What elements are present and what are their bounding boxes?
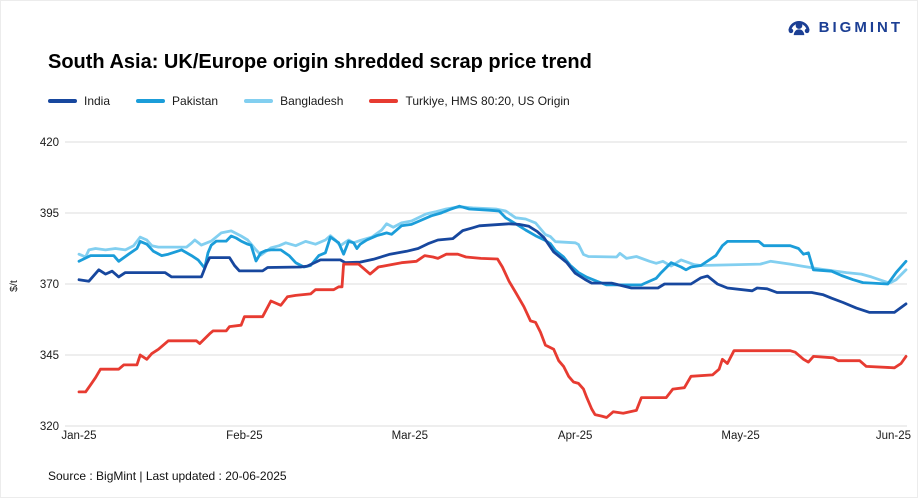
legend-swatch xyxy=(244,99,274,103)
legend-item-turkiye[interactable]: Turkiye, HMS 80:20, US Origin xyxy=(369,94,570,108)
x-tick-label-Mar-25: Mar-25 xyxy=(392,430,428,442)
y-tick-label-420: 420 xyxy=(40,137,59,149)
legend-swatch xyxy=(48,99,77,103)
legend-item-pakistan[interactable]: Pakistan xyxy=(136,94,218,108)
source-note: Source : BigMint | Last updated : 20-06-… xyxy=(48,469,287,483)
x-tick-label-Jun-25: Jun-25 xyxy=(876,430,911,442)
series-line-pakistan xyxy=(77,204,908,287)
legend-item-india[interactable]: India xyxy=(48,94,110,108)
bigmint-logo-text: BIGMINT xyxy=(818,18,903,36)
y-axis-label: $/t xyxy=(8,280,20,292)
series-line-india xyxy=(77,222,908,314)
bigmint-logo: BIGMINT xyxy=(786,14,903,40)
x-tick-label-May-25: May-25 xyxy=(721,430,759,442)
chart-title: South Asia: UK/Europe origin shredded sc… xyxy=(48,51,592,73)
legend-label: Pakistan xyxy=(172,94,219,108)
price-trend-chart: 320 345 370 395 420 Jan-25 Feb-25 Mar-25 Apr-25 M… xyxy=(8,137,911,442)
legend-label: Turkiye, HMS 80:20, US Origin xyxy=(405,94,570,108)
legend-item-bangladesh[interactable]: Bangladesh xyxy=(244,94,343,108)
x-tick-label-Feb-25: Feb-25 xyxy=(226,430,262,442)
y-tick-label-320: 320 xyxy=(40,421,59,433)
bigmint-logo-icon xyxy=(788,20,810,36)
legend-swatch xyxy=(136,99,166,103)
x-tick-label-Apr-25: Apr-25 xyxy=(558,430,593,442)
y-tick-label-395: 395 xyxy=(40,208,59,220)
y-tick-label-345: 345 xyxy=(40,350,59,362)
y-tick-label-370: 370 xyxy=(40,279,59,291)
chart-legend: India Pakistan Bangladesh Turkiye, HMS 80:2… xyxy=(48,94,596,108)
legend-label: India xyxy=(84,94,111,108)
legend-swatch xyxy=(369,99,399,103)
series-line-bangladesh xyxy=(77,205,908,285)
legend-label: Bangladesh xyxy=(280,94,344,108)
x-tick-label-Jan-25: Jan-25 xyxy=(61,430,96,442)
series-line-turkiye xyxy=(77,252,908,419)
